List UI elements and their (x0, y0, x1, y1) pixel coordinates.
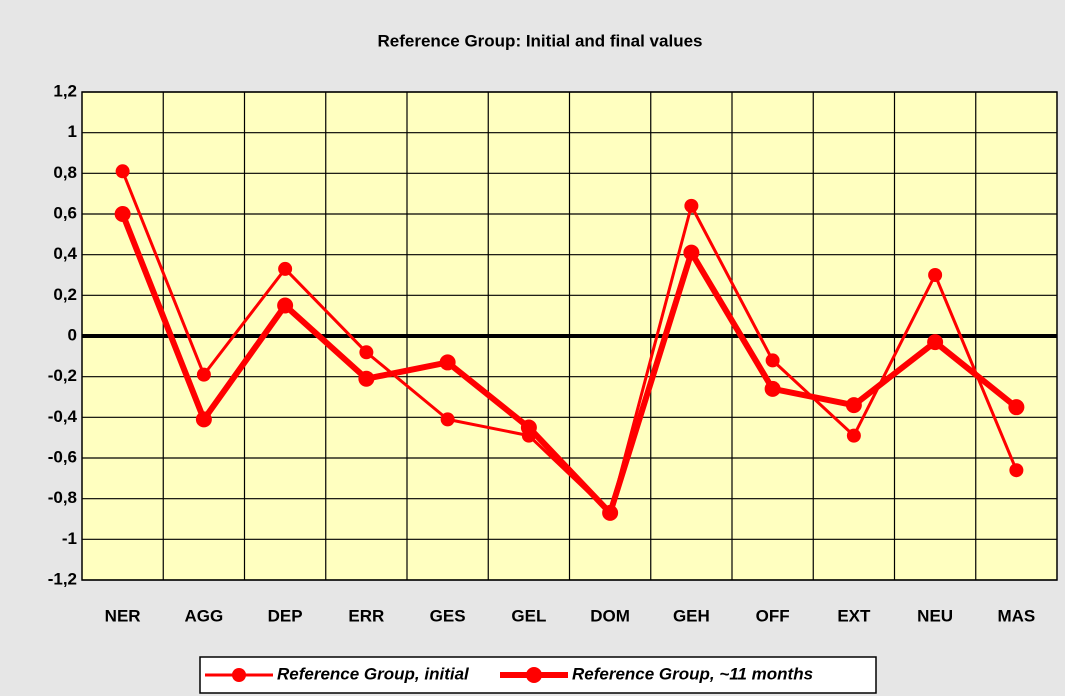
x-tick-label: AGG (185, 606, 224, 625)
legend-label: Reference Group, initial (277, 664, 470, 683)
data-point (439, 354, 456, 371)
data-point (277, 297, 294, 314)
x-tick-label: MAS (997, 606, 1035, 625)
data-point (928, 268, 943, 282)
data-point (845, 397, 862, 414)
data-point (115, 164, 130, 179)
data-point (359, 345, 374, 360)
y-tick-label: 0,6 (53, 203, 77, 222)
x-tick-label: NEU (917, 606, 953, 625)
y-tick-label: 0,2 (53, 285, 77, 304)
y-tick-label: -0,8 (48, 488, 77, 507)
legend-marker (526, 667, 542, 683)
series-line (119, 212, 1019, 516)
data-point (520, 419, 537, 436)
data-point (196, 367, 211, 382)
y-tick-label: -1,2 (48, 569, 77, 588)
legend-marker (232, 668, 246, 682)
data-point (683, 244, 700, 261)
y-tick-label: 0,8 (53, 163, 77, 182)
y-tick-label: -0,2 (48, 366, 77, 385)
x-tick-label: ERR (348, 606, 384, 625)
chart-title: Reference Group: Initial and final value… (378, 31, 703, 50)
data-point (1008, 399, 1025, 416)
y-tick-label: -1 (62, 529, 77, 548)
data-point (927, 334, 944, 351)
x-tick-label: GES (430, 606, 466, 625)
y-tick-label: -0,4 (48, 407, 78, 426)
x-tick-label: GEH (673, 606, 710, 625)
data-point (195, 411, 212, 428)
y-tick-label: 1 (68, 122, 77, 141)
y-tick-label: 0 (68, 325, 77, 344)
data-point (358, 370, 375, 387)
x-tick-label: NER (105, 606, 141, 625)
y-tick-label: 0,4 (53, 244, 77, 263)
x-tick-label: OFF (756, 606, 790, 625)
x-tick-label: DOM (590, 606, 630, 625)
x-tick-label: GEL (511, 606, 546, 625)
data-point (114, 206, 131, 222)
data-point (765, 353, 780, 368)
x-tick-label: EXT (837, 606, 871, 625)
y-tick-label: -0,6 (48, 447, 77, 466)
data-point (764, 380, 781, 397)
legend-label: Reference Group, ~11 months (572, 664, 813, 683)
data-point (1009, 463, 1024, 478)
x-tick-label: DEP (268, 606, 303, 625)
data-point (684, 198, 699, 213)
data-point (278, 261, 293, 276)
y-tick-label: 1,2 (53, 81, 77, 100)
data-point (602, 504, 619, 521)
data-point (440, 412, 455, 427)
data-point (846, 428, 861, 443)
